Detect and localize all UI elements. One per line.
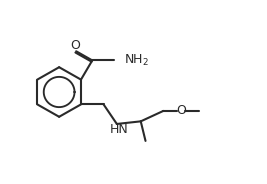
Text: NH$_2$: NH$_2$ [124, 53, 149, 68]
Text: HN: HN [110, 123, 129, 136]
Text: O: O [71, 39, 81, 52]
Text: O: O [176, 104, 186, 117]
